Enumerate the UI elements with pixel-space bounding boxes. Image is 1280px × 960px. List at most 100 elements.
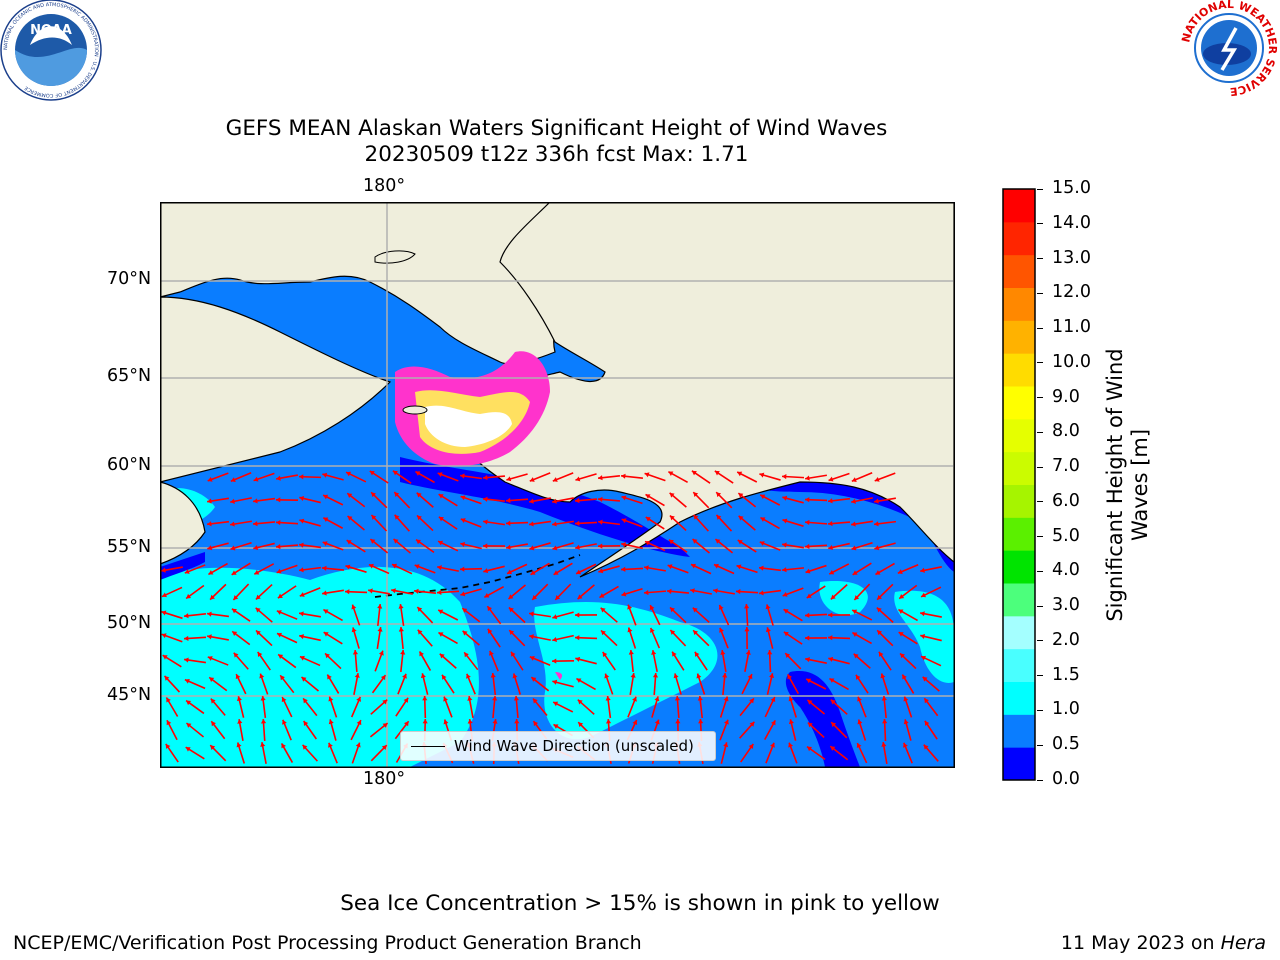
colorbar-tick-label: 4.0	[1052, 560, 1080, 581]
colorbar-tick-label: 10.0	[1052, 351, 1091, 372]
arrow-head	[621, 566, 626, 572]
arrow-head	[691, 470, 697, 476]
arrow-head	[533, 721, 539, 727]
arrow-head	[783, 631, 789, 637]
sea-ice-white	[425, 405, 512, 447]
arrow-head	[394, 514, 400, 520]
colorbar-tick-label: 2.0	[1052, 629, 1080, 650]
footer-machine: Hera	[1220, 932, 1266, 954]
arrow-head	[400, 650, 406, 655]
arrow-head	[759, 472, 765, 478]
footer-credit: NCEP/EMC/Verification Post Processing Pr…	[13, 932, 642, 954]
wind-wave-arrows	[161, 470, 942, 765]
arrow-head	[256, 630, 261, 636]
arrow-head	[765, 627, 771, 633]
arrow-head	[651, 650, 657, 655]
arrow-head	[280, 675, 285, 681]
arrow-head	[553, 570, 559, 575]
arrow-head	[514, 719, 520, 724]
arrow-head	[627, 604, 633, 610]
arrow-head	[903, 719, 909, 725]
arrow-head	[692, 607, 698, 613]
arrow-head	[783, 609, 789, 614]
map-frame	[160, 202, 955, 768]
arrow-head	[529, 498, 534, 504]
arrow-head	[736, 564, 742, 570]
arrow-head	[806, 593, 812, 598]
arrow-head	[370, 539, 376, 544]
arrow-head	[184, 657, 189, 663]
arrow-head	[282, 719, 287, 725]
arrow-head	[414, 564, 420, 570]
arrow-head	[851, 521, 856, 527]
arrow-head	[829, 569, 835, 575]
arrow-head	[184, 635, 189, 641]
arrow-head	[438, 609, 444, 615]
arrow-head	[210, 745, 216, 751]
chart-title: GEFS MEAN Alaskan Waters Significant Hei…	[225, 116, 888, 141]
arrow-head	[351, 627, 357, 633]
arrow-head	[351, 604, 357, 610]
colorbar-tick-label: 9.0	[1052, 386, 1080, 407]
noaa-logo-text: NOAA	[30, 23, 72, 38]
arrow-head	[765, 604, 771, 610]
arrow-head	[770, 720, 776, 726]
arrow-head	[345, 589, 350, 595]
arrow-head	[492, 719, 498, 724]
colorbar-segment	[1003, 418, 1035, 453]
arrow-head	[506, 476, 512, 482]
arrow-head	[788, 719, 794, 725]
arrow-head	[553, 701, 559, 707]
arrow-head	[460, 541, 466, 547]
arrow-head	[673, 673, 679, 679]
wave-zone-blue	[400, 457, 690, 557]
arrow-head	[483, 496, 488, 502]
arrow-head	[209, 677, 215, 682]
colorbar	[1002, 188, 1036, 781]
arrow-head	[576, 569, 582, 575]
arrow-head	[760, 494, 766, 500]
arrow-head	[851, 498, 856, 504]
arrow-head	[462, 608, 468, 613]
arrow-head	[276, 568, 282, 574]
arrow-head	[276, 497, 281, 503]
arrow-head	[553, 724, 559, 729]
arrow-head	[718, 604, 724, 610]
land-chukotka	[160, 296, 392, 483]
arrow-head	[231, 608, 237, 614]
arrow-head	[346, 471, 352, 477]
arrow-head	[184, 678, 190, 684]
arrow-head	[443, 719, 449, 725]
arrow-head	[417, 515, 422, 521]
arrow-head	[236, 742, 242, 748]
arrow-head	[805, 657, 810, 663]
arrow-head	[369, 471, 375, 476]
arrow-head	[693, 514, 699, 520]
wave-zone-cyan	[534, 602, 718, 740]
colorbar-segment	[1003, 320, 1035, 354]
arrow-head	[898, 632, 904, 637]
arrow-head	[715, 539, 721, 544]
arrow-head	[532, 698, 538, 704]
arrow-head	[874, 476, 880, 482]
arrow-head	[506, 497, 511, 504]
arrow-head	[878, 651, 884, 657]
arrow-head	[716, 492, 722, 498]
arrow-head	[882, 719, 888, 724]
arrow-head	[368, 563, 374, 569]
arrow-head	[185, 747, 191, 752]
arrow-head	[552, 521, 557, 527]
arrow-head	[230, 521, 235, 527]
arrow-head	[693, 630, 698, 636]
colorbar-tick-label: 5.0	[1052, 525, 1080, 546]
arrow-head	[877, 594, 883, 600]
arrow-head	[788, 742, 794, 748]
arrow-head	[856, 743, 862, 749]
arrow-head	[210, 594, 215, 600]
arrow-head	[236, 696, 242, 702]
arrow-head	[529, 521, 534, 527]
arrow-head	[356, 696, 362, 702]
colorbar-segment	[1003, 615, 1035, 650]
land-alaska	[459, 202, 954, 578]
arrow-head	[897, 569, 903, 574]
